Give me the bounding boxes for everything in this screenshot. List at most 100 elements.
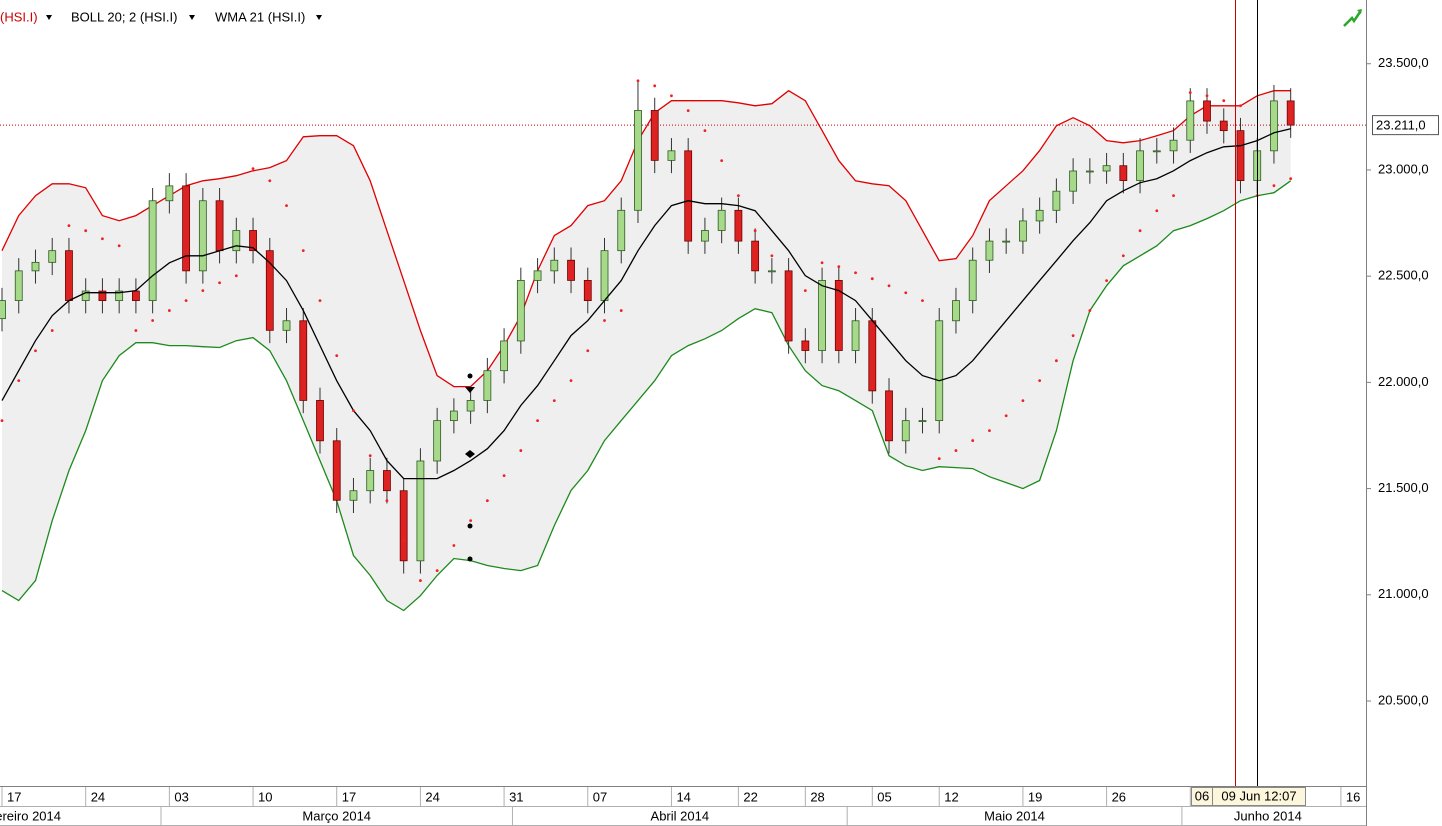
sar-dot (1222, 99, 1226, 103)
sar-dot (1004, 414, 1008, 418)
sar-dot (485, 499, 489, 503)
y-tick-label: 20.500,0 (1378, 692, 1429, 707)
sar-dot (552, 399, 556, 403)
candle-body (215, 200, 224, 252)
candle-body (483, 370, 492, 401)
candle-body (885, 390, 893, 442)
x-tick-label: 24 (425, 789, 439, 804)
sar-dot (720, 159, 724, 162)
candle-body (734, 209, 743, 242)
sar-dot (251, 167, 255, 171)
sar-dot (101, 237, 104, 241)
trend-icon[interactable] (1343, 9, 1362, 27)
month-label: Junho 2014 (1234, 808, 1302, 823)
sar-dot (1105, 279, 1108, 283)
bollinger-lower (1, 180, 1292, 612)
sar-dot (335, 354, 339, 358)
sar-dot (402, 539, 406, 543)
sar-dot (820, 261, 824, 265)
sar-dot (954, 449, 958, 452)
crosshair-time-box (1212, 787, 1306, 806)
sar-dot (368, 454, 372, 458)
candle-body (449, 410, 458, 422)
sar-dot (770, 254, 774, 258)
sar-dot (904, 291, 908, 295)
y-tick-label: 22.000,0 (1378, 374, 1429, 389)
y-tick-label: 21.500,0 (1378, 480, 1429, 495)
legend-sar[interactable]: (HSI.I) (0, 9, 38, 24)
sar-dot (837, 265, 841, 269)
sar-dot (921, 299, 924, 302)
candle-body (0, 300, 6, 320)
sar-dot (352, 409, 355, 413)
y-tick-label: 23.000,0 (1378, 161, 1429, 176)
candle-body (818, 280, 826, 351)
sar-dot (268, 179, 272, 183)
y-tick-label: 23.500,0 (1378, 55, 1429, 70)
sar-dot (887, 284, 891, 288)
candle-body (968, 259, 977, 301)
wma-line (1, 128, 1291, 480)
candle-body (600, 250, 609, 301)
sar-dot (1155, 209, 1159, 213)
candle-body (399, 490, 408, 562)
candle-body (383, 470, 391, 492)
x-tick-label: 03 (174, 789, 188, 804)
candle-body (31, 261, 40, 272)
candle-body (801, 340, 810, 351)
candle-body (1270, 100, 1278, 152)
sar-dot (1021, 399, 1025, 403)
sar-dot (519, 449, 523, 452)
candle-body (299, 320, 308, 401)
candle-body (583, 280, 592, 301)
dropdown-arrow[interactable] (316, 15, 322, 20)
sar-dot (67, 224, 71, 228)
candle-body (751, 240, 760, 272)
candle-body (182, 185, 191, 272)
sar-dot (803, 289, 807, 293)
sar-dot (234, 274, 238, 278)
dropdown-arrow[interactable] (46, 15, 52, 20)
candle-body (466, 400, 475, 412)
last-price-box (1372, 115, 1439, 136)
dropdown-arrow[interactable] (189, 15, 195, 20)
candle-body (232, 230, 241, 252)
x-tick-label: 12 (944, 789, 958, 804)
candle-body (349, 490, 358, 501)
band-fill (2, 90, 1291, 611)
x-tick-label: 07 (593, 789, 607, 804)
sar-dot (201, 289, 205, 293)
sar-dot (502, 474, 506, 478)
sar-dot (151, 319, 155, 322)
sar-dot (753, 229, 757, 233)
sar-dot (285, 204, 288, 208)
bollinger-upper (1, 89, 1291, 388)
candle-body (533, 270, 542, 281)
sar-dot (1172, 194, 1175, 198)
candle-body (500, 340, 508, 372)
sar-dot (50, 329, 54, 332)
candle-body (416, 460, 425, 562)
candle-body (198, 200, 207, 272)
x-tick-label: 16 (1346, 789, 1360, 804)
candle-body (1069, 170, 1078, 192)
legend-wma[interactable]: WMA 21 (HSI.I) (215, 9, 305, 24)
candle-body (1286, 100, 1295, 126)
candle-body (1102, 165, 1111, 172)
candle-body (851, 320, 860, 351)
y-tick-label: 21.000,0 (1378, 586, 1429, 601)
legend-bollinger[interactable]: BOLL 20; 2 (HSI.I) (71, 9, 177, 24)
candle-body (1119, 165, 1128, 181)
sar-dot (1205, 94, 1209, 98)
candle-body (1169, 139, 1178, 152)
candle-body (901, 420, 910, 442)
candle-body (834, 280, 843, 351)
sar-dot (787, 274, 791, 278)
candle-body (1002, 240, 1011, 243)
month-label: Fevereiro 2014 (0, 808, 61, 823)
sar-dot (167, 309, 171, 312)
sar-dot (603, 319, 606, 322)
candle-body (433, 420, 442, 462)
crosshair-time: 09 Jun 12:07 (1221, 788, 1296, 803)
candle-body (1219, 120, 1228, 132)
